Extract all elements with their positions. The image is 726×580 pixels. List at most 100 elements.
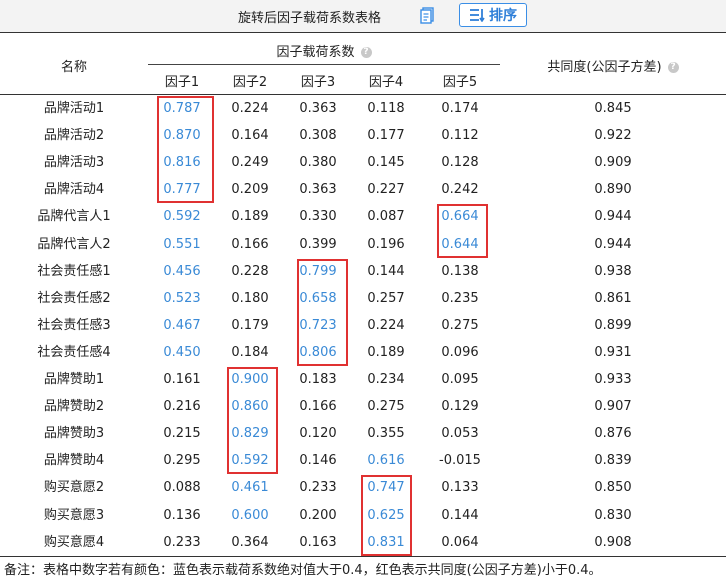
loading-value: 0.096 <box>441 344 479 360</box>
loading-value: 0.249 <box>231 155 269 171</box>
loading-value: 0.128 <box>441 155 479 171</box>
loading-value: 0.860 <box>231 399 269 415</box>
highlight-box <box>437 204 488 258</box>
loading-value: 0.777 <box>163 182 201 198</box>
help-icon[interactable]: ? <box>667 62 679 73</box>
loading-value: 0.166 <box>299 399 337 415</box>
commonality-value: 0.933 <box>594 372 632 387</box>
table-bottom-border <box>0 556 726 557</box>
loading-value: 0.164 <box>231 128 269 144</box>
loading-value: 0.658 <box>299 290 337 306</box>
loading-value: 0.233 <box>163 534 201 550</box>
loading-value: 0.189 <box>367 344 405 360</box>
commonality-value: 0.944 <box>594 236 632 252</box>
row-name: 品牌代言人2 <box>37 236 111 252</box>
loading-value: 0.806 <box>299 344 337 360</box>
loading-value: 0.829 <box>231 426 269 442</box>
loading-value: 0.363 <box>299 182 337 198</box>
column-header-name: 名称 <box>60 60 87 75</box>
loading-value: 0.616 <box>367 453 405 469</box>
footnote: 备注：表格中数字若有颜色：蓝色表示载荷系数绝对值大于0.4，红色表示共同度(公因… <box>4 563 602 578</box>
loading-value: 0.145 <box>367 155 405 171</box>
loading-value: 0.275 <box>441 317 479 333</box>
loading-value: 0.644 <box>441 236 479 252</box>
loading-value: 0.144 <box>441 507 479 523</box>
loading-value: 0.592 <box>231 453 269 469</box>
loading-value: 0.112 <box>441 128 479 144</box>
row-name: 品牌赞助1 <box>43 372 105 387</box>
loading-value: 0.364 <box>231 534 269 550</box>
column-header-factor-3: 因子3 <box>300 75 336 90</box>
loading-value: 0.144 <box>367 263 405 279</box>
loading-value: 0.209 <box>231 182 269 198</box>
commonality-value: 0.899 <box>594 317 632 333</box>
loading-value: 0.380 <box>299 155 337 171</box>
commonality-value: 0.830 <box>594 507 632 523</box>
column-header-commonality: 共同度(公因子方差)? <box>500 56 726 75</box>
loading-value: 0.355 <box>367 426 405 442</box>
highlight-box <box>227 367 278 475</box>
loading-value: 0.163 <box>299 534 337 550</box>
loading-value: 0.088 <box>163 480 201 496</box>
loading-value: 0.295 <box>163 453 201 469</box>
row-name: 品牌赞助4 <box>43 453 105 469</box>
loading-value: 0.183 <box>299 372 337 387</box>
loading-value: 0.095 <box>441 372 479 387</box>
table-top-border <box>0 32 726 33</box>
column-group-header-label: 因子载荷系数 <box>276 45 355 60</box>
loading-value: 0.179 <box>231 317 269 333</box>
row-name: 购买意愿2 <box>43 480 105 496</box>
toolbar <box>0 0 726 32</box>
loading-value: 0.200 <box>299 507 337 523</box>
loading-value: 0.233 <box>299 480 337 496</box>
loading-value: 0.523 <box>163 290 201 306</box>
loading-value: 0.450 <box>163 344 201 360</box>
loading-value: 0.308 <box>299 128 337 144</box>
table-title: 旋转后因子载荷系数表格 <box>238 11 382 26</box>
row-name: 社会责任感4 <box>37 344 111 360</box>
commonality-value: 0.931 <box>594 344 632 360</box>
copy-icon[interactable] <box>420 7 434 24</box>
header-bottom-border <box>0 94 726 95</box>
row-name: 品牌赞助3 <box>43 426 105 442</box>
loading-value: 0.228 <box>231 263 269 279</box>
loading-value: 0.189 <box>231 209 269 225</box>
loading-value: 0.224 <box>231 101 269 116</box>
loading-value: 0.129 <box>441 399 479 415</box>
loading-value: 0.180 <box>231 290 269 306</box>
column-header-factor-5: 因子5 <box>442 75 478 90</box>
commonality-value: 0.876 <box>594 426 632 442</box>
commonality-value: 0.850 <box>594 480 632 496</box>
loading-value: 0.456 <box>163 263 201 279</box>
commonality-value: 0.909 <box>594 155 632 171</box>
loading-value: 0.816 <box>163 155 201 171</box>
loading-value: 0.461 <box>231 480 269 496</box>
loading-value: 0.215 <box>163 426 201 442</box>
row-name: 购买意愿3 <box>43 507 105 523</box>
loading-value: 0.551 <box>163 236 201 252</box>
loading-value: 0.133 <box>441 480 479 496</box>
loading-value: 0.177 <box>367 128 405 144</box>
loading-value: 0.235 <box>441 290 479 306</box>
loading-value: 0.227 <box>367 182 405 198</box>
loading-value: 0.166 <box>231 236 269 252</box>
column-group-header: 因子载荷系数? <box>148 41 500 60</box>
loading-value: 0.723 <box>299 317 337 333</box>
loading-value: 0.831 <box>367 534 405 550</box>
loading-value: 0.087 <box>367 209 405 225</box>
loading-value: 0.196 <box>367 236 405 252</box>
sort-button[interactable]: 排序 <box>459 3 527 27</box>
loading-value: 0.174 <box>441 101 479 116</box>
column-header-factor-2: 因子2 <box>232 75 268 90</box>
help-icon[interactable]: ? <box>360 47 372 58</box>
loading-value: 0.118 <box>367 101 405 116</box>
row-name: 品牌活动2 <box>43 128 105 144</box>
commonality-value: 0.944 <box>594 209 632 225</box>
sort-lines-icon <box>470 9 485 22</box>
loading-value: 0.136 <box>163 507 201 523</box>
row-name: 品牌活动3 <box>43 155 105 171</box>
highlight-box <box>157 96 214 204</box>
row-name: 品牌活动1 <box>43 101 105 116</box>
loading-value: 0.363 <box>299 101 337 116</box>
highlight-box <box>361 475 412 556</box>
